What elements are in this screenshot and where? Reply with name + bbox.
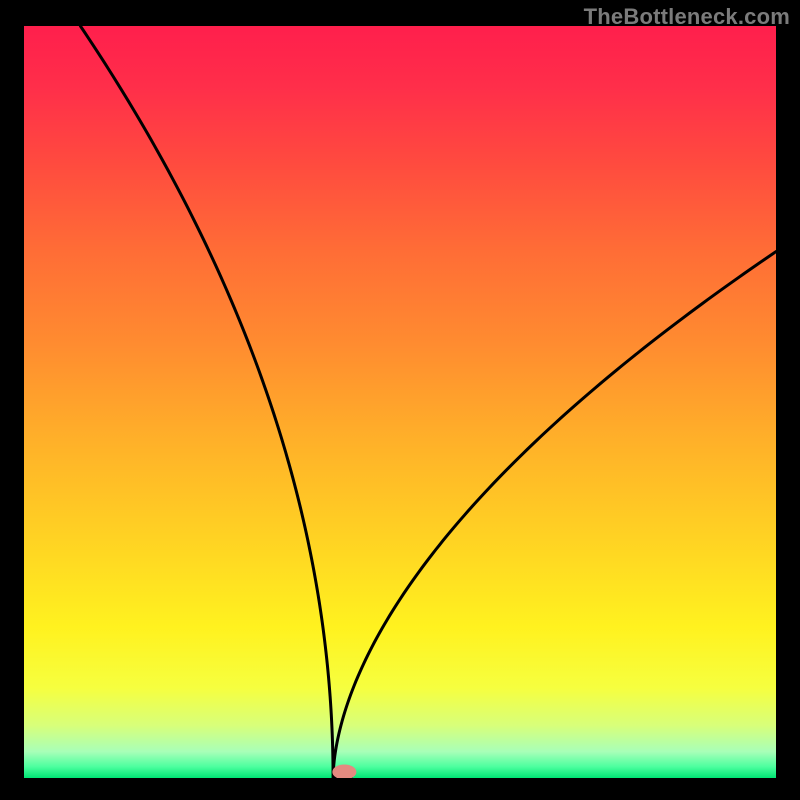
watermark-text: TheBottleneck.com [584, 4, 790, 30]
gradient-background [24, 26, 776, 778]
chart-container: TheBottleneck.com [0, 0, 800, 800]
chart-svg [24, 26, 776, 778]
plot-area [24, 26, 776, 778]
